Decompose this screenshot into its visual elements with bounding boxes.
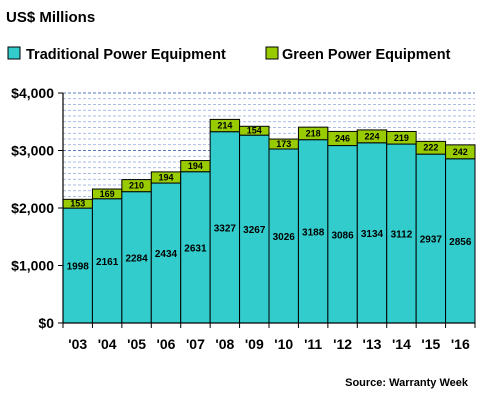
- data-label-green: 194: [158, 172, 173, 182]
- x-tick-label: '06: [157, 336, 176, 352]
- bar-traditional: [356, 142, 388, 324]
- bar-green: [209, 118, 241, 133]
- bar-green: [239, 125, 270, 136]
- data-label-traditional: 3267: [243, 225, 266, 236]
- bar-traditional: [327, 145, 358, 324]
- legend-swatch-green: [265, 46, 279, 60]
- plot-area: 1998 153 '03 2161 169 '04 2284 210 '05 2434 194 '06…: [11, 85, 476, 352]
- bar-traditional: [121, 191, 152, 324]
- bar-traditional: [239, 134, 270, 324]
- data-label-traditional: 2284: [125, 253, 148, 264]
- x-tick-label: '12: [333, 336, 352, 352]
- bar-traditional: [386, 143, 417, 324]
- data-label-traditional: 2937: [420, 235, 443, 246]
- data-label-traditional: 3112: [391, 230, 413, 241]
- legend-label-green: Green Power Equipment: [282, 47, 451, 63]
- x-tick-label: '10: [274, 336, 293, 352]
- bar-traditional: [445, 158, 476, 324]
- x-tick-label: '05: [127, 336, 146, 352]
- data-label-green: 154: [247, 126, 262, 136]
- x-tick-label: '07: [186, 336, 205, 352]
- y-tick-label: $0: [38, 315, 54, 331]
- bar-traditional: [150, 182, 182, 324]
- data-label-traditional: 2434: [155, 249, 178, 260]
- x-tick-label: '14: [392, 336, 411, 352]
- y-tick-label: $1,000: [11, 258, 54, 274]
- data-label-green: 242: [453, 147, 468, 157]
- data-label-traditional: 3134: [361, 229, 384, 240]
- legend: Traditional Power Equipment Green Power …: [7, 46, 451, 63]
- data-label-green: 224: [364, 131, 379, 141]
- data-label-traditional: 2631: [184, 243, 207, 254]
- data-label-traditional: 3327: [214, 223, 237, 234]
- chart-title: US$ Millions: [6, 9, 95, 26]
- legend-label-traditional: Traditional Power Equipment: [26, 47, 226, 63]
- source-note: Source: Warranty Week: [345, 377, 469, 389]
- x-tick-label: '13: [363, 336, 382, 352]
- x-tick-label: '09: [245, 336, 264, 352]
- data-label-traditional: 1998: [67, 262, 90, 273]
- bar-green: [386, 130, 417, 145]
- y-tick-label: $2,000: [11, 200, 54, 216]
- data-label-green: 214: [217, 121, 232, 131]
- data-label-traditional: 3026: [273, 232, 296, 243]
- x-tick-label: '03: [68, 336, 87, 352]
- x-tick-label: '04: [98, 336, 117, 352]
- data-label-green: 153: [70, 199, 85, 209]
- bar-traditional: [297, 139, 329, 324]
- bar-traditional: [209, 131, 241, 324]
- data-label-traditional: 3086: [331, 230, 354, 241]
- data-label-green: 169: [100, 189, 115, 199]
- legend-swatch-traditional: [7, 46, 21, 60]
- data-label-green: 246: [335, 133, 350, 143]
- data-label-traditional: 2856: [449, 237, 472, 248]
- data-label-traditional: 2161: [96, 257, 119, 268]
- bar-green: [445, 144, 476, 160]
- data-label-green: 218: [306, 128, 321, 138]
- data-label-green: 173: [276, 139, 291, 149]
- y-tick-label: $3,000: [11, 143, 54, 159]
- x-tick-label: '11: [304, 336, 322, 352]
- x-tick-label: '16: [451, 336, 470, 352]
- y-tick-label: $4,000: [11, 85, 54, 101]
- data-label-green: 194: [188, 161, 203, 171]
- x-tick-label: '15: [421, 336, 440, 352]
- data-label-green: 219: [394, 133, 409, 143]
- x-tick-label: '08: [215, 336, 234, 352]
- data-label-green: 210: [129, 181, 144, 191]
- data-label-green: 222: [423, 143, 438, 153]
- data-label-traditional: 3188: [302, 227, 325, 238]
